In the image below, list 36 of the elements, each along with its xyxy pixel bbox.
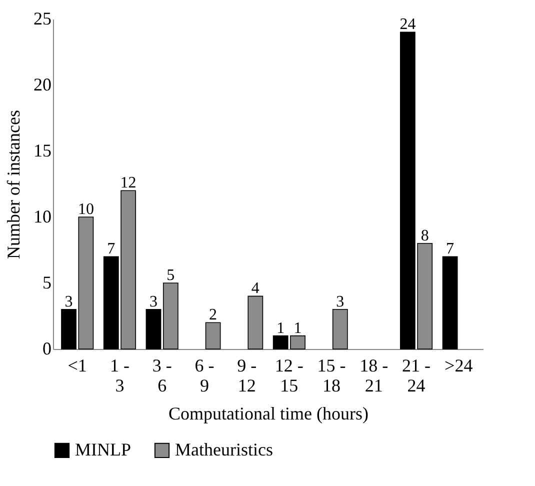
- x-tick-label: >24: [444, 356, 473, 376]
- y-axis-title: Number of instances: [4, 110, 24, 259]
- y-tick-label: 10: [34, 206, 52, 226]
- data-label: 3: [150, 293, 158, 310]
- legend-label: Matheuristics: [175, 439, 273, 460]
- y-tick-label: 20: [34, 74, 52, 94]
- x-tick-label: 15 - 18: [317, 356, 346, 396]
- data-label: 4: [251, 280, 260, 298]
- data-label: 7: [446, 240, 454, 258]
- data-label: 3: [336, 293, 344, 310]
- x-tick-label: 6 - 9: [194, 356, 214, 396]
- x-tick-label: <1: [68, 356, 87, 376]
- data-label: 3: [64, 293, 73, 310]
- bar: [442, 256, 458, 350]
- data-label: 24: [400, 16, 416, 34]
- data-label: 7: [107, 240, 116, 258]
- x-tick-label: 9 - 12: [237, 356, 257, 396]
- y-tick-label: 0: [42, 338, 52, 358]
- x-tick-label: 18 - 21: [360, 356, 388, 396]
- data-label: 10: [78, 201, 94, 218]
- data-label: 2: [209, 306, 218, 324]
- y-tick-label: 15: [34, 140, 52, 160]
- data-label: 1: [294, 320, 302, 337]
- x-tick-label: 12 - 15: [274, 356, 304, 396]
- data-label: 12: [120, 174, 136, 192]
- y-tick-label: 25: [34, 8, 52, 28]
- data-label: 1: [276, 320, 285, 337]
- legend-label: MINLP: [75, 439, 132, 460]
- data-label: 5: [166, 267, 175, 284]
- bar: [146, 309, 162, 350]
- x-tick-label: 1 - 3: [110, 356, 130, 396]
- x-axis-title: Computational time (hours): [168, 404, 368, 424]
- data-label: 8: [420, 227, 429, 244]
- x-tick-label: 3 - 6: [152, 356, 172, 396]
- y-tick-label: 5: [42, 272, 52, 292]
- x-tick-label: 21 - 24: [402, 356, 431, 396]
